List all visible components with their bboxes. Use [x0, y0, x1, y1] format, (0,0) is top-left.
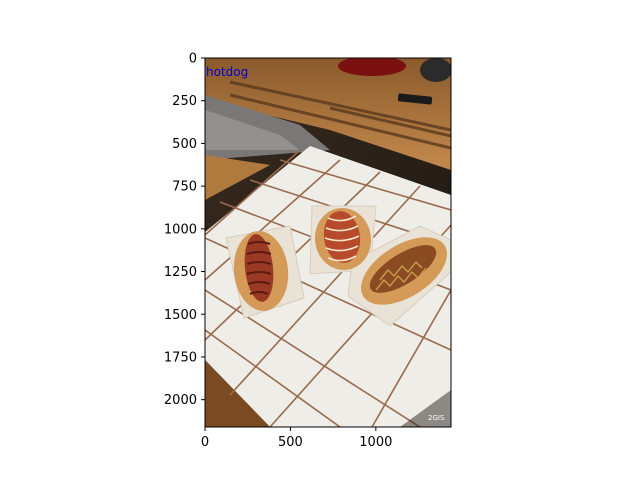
- y-axis: 0 250 500 750 1000 1250 1500 1750 2000: [164, 52, 205, 408]
- x-tick-label: 1000: [359, 435, 392, 450]
- axes-frame: [204, 57, 452, 428]
- y-tick-label: 250: [172, 94, 197, 109]
- y-tick-label: 2000: [164, 393, 197, 408]
- y-tick-label: 1500: [164, 308, 197, 323]
- watermark: 2GIS: [428, 414, 445, 422]
- y-tick-label: 750: [172, 180, 197, 195]
- hotdog-left: [233, 231, 289, 311]
- image-label: hotdog: [206, 65, 248, 79]
- x-tick-label: 0: [201, 435, 209, 450]
- y-tick-label: 1250: [164, 265, 197, 280]
- y-tick-label: 1000: [164, 222, 197, 237]
- y-tick-label: 0: [189, 52, 197, 67]
- hotdog-photo: [205, 58, 451, 427]
- y-tick-label: 1750: [164, 350, 197, 365]
- x-axis: 0 500 1000: [201, 427, 392, 450]
- x-tick-label: 500: [278, 435, 303, 450]
- hotdog-right: [361, 237, 447, 305]
- y-tick-label: 500: [172, 137, 197, 152]
- hotdog-middle: [314, 208, 372, 270]
